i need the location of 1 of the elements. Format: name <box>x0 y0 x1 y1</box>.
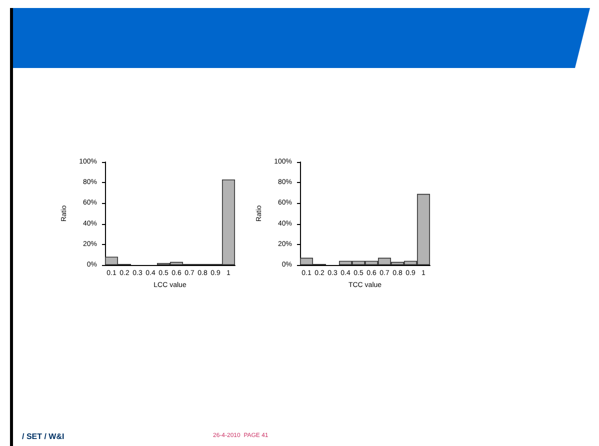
text: / SET / W&I <box>22 432 64 441</box>
